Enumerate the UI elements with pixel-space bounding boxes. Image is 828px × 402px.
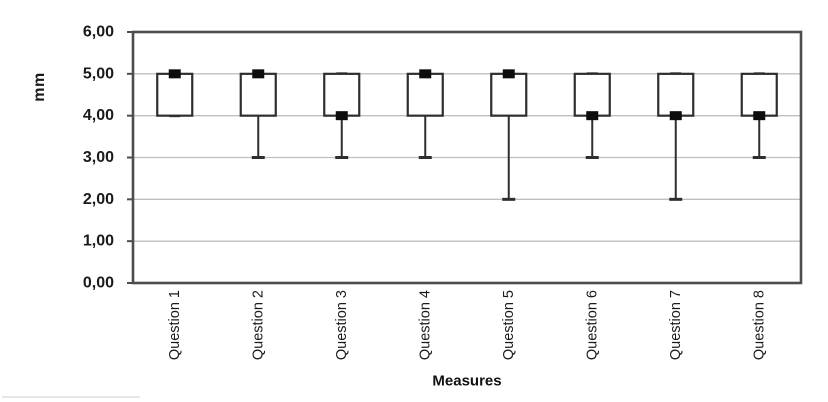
x-tick-label: Question 1 xyxy=(167,290,183,360)
median-marker xyxy=(252,69,265,79)
box xyxy=(406,72,444,117)
median-marker xyxy=(502,69,515,79)
y-tick-label: 5,00 xyxy=(83,65,114,82)
y-tick-label: 1,00 xyxy=(83,233,114,250)
box xyxy=(740,72,778,117)
median-marker xyxy=(168,69,181,79)
x-axis-title: Measures xyxy=(432,372,502,390)
box xyxy=(239,72,277,117)
y-tick-label: 0,00 xyxy=(83,275,114,292)
x-tick-label: Question 8 xyxy=(751,290,767,360)
median-marker xyxy=(335,111,348,121)
median-marker xyxy=(669,111,682,121)
box xyxy=(657,72,695,117)
x-tick-label: Question 6 xyxy=(584,290,600,360)
x-tick-label: Question 7 xyxy=(668,290,684,360)
box xyxy=(490,72,528,117)
scan-artifact xyxy=(2,396,140,398)
x-tick-label: Question 3 xyxy=(334,290,350,360)
y-tick-label: 4,00 xyxy=(83,107,114,124)
y-axis-title: mm xyxy=(31,72,48,102)
y-tick-label: 3,00 xyxy=(83,149,114,166)
box xyxy=(573,72,611,117)
median-marker xyxy=(753,111,766,121)
y-tick-label: 6,00 xyxy=(83,24,114,41)
x-tick-label: Question 4 xyxy=(417,290,433,360)
y-tick-label: 2,00 xyxy=(83,191,114,208)
box xyxy=(156,72,194,117)
median-marker xyxy=(586,111,599,121)
x-tick-label: Question 2 xyxy=(250,290,266,360)
x-tick-label: Question 5 xyxy=(501,290,517,360)
median-marker xyxy=(419,69,432,79)
box xyxy=(323,72,361,117)
